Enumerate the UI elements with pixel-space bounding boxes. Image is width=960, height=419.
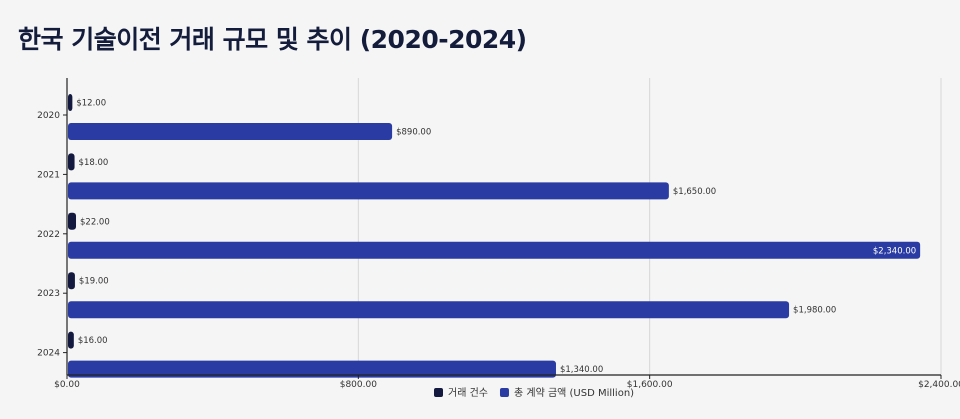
data-label: $890.00 [396, 128, 431, 138]
data-label: $1,340.00 [560, 365, 603, 375]
bar-count[interactable] [68, 153, 75, 171]
legend-label: 총 계약 금액 (USD Million) [514, 387, 634, 399]
category-label: 2020 [37, 111, 60, 121]
bar-layer [68, 94, 921, 378]
data-label: $1,980.00 [793, 306, 836, 316]
x-tick-label: $800.00 [340, 380, 377, 390]
data-label: $1,650.00 [673, 187, 716, 197]
bar-count[interactable] [68, 272, 75, 290]
bar-count[interactable] [68, 212, 77, 230]
legend-swatch [499, 388, 509, 397]
bar-amount[interactable] [68, 123, 393, 140]
bar-count[interactable] [68, 331, 74, 349]
x-tick-label: $2,400.00 [918, 380, 960, 390]
legend-label: 거래 건수 [448, 387, 488, 399]
label-layer: $12.00 $890.00 $18.00 $1,650.00 $22.00 $2,340… [76, 99, 916, 376]
data-label: $19.00 [79, 277, 109, 287]
data-label: $22.00 [80, 217, 110, 227]
axis-layer: $0.00 $800.00 $1,600.00 $2,400.00 2020 2021 20… [37, 78, 960, 390]
chart-title: 한국 기술이전 거래 규모 및 추이 (2020-2024) [18, 25, 527, 54]
bar-count[interactable] [68, 94, 73, 111]
category-label: 2022 [37, 230, 60, 240]
x-tick-label: $0.00 [54, 380, 80, 390]
bar-amount[interactable] [68, 301, 790, 319]
data-label: $12.00 [76, 99, 106, 109]
category-label: 2023 [37, 289, 60, 299]
data-label: $2,340.00 [873, 246, 916, 256]
bar-amount[interactable] [68, 360, 556, 378]
category-label: 2021 [37, 170, 60, 180]
grid-layer [357, 78, 942, 375]
data-label: $16.00 [78, 336, 108, 346]
category-label: 2024 [37, 349, 60, 359]
legend-swatch [434, 388, 443, 397]
legend: 거래 건수 총 계약 금액 (USD Million) [434, 387, 634, 399]
data-label: $18.00 [79, 158, 109, 168]
x-tick-label: $1,600.00 [627, 380, 673, 390]
bar-amount[interactable] [68, 182, 669, 200]
bar-amount[interactable] [68, 241, 921, 259]
